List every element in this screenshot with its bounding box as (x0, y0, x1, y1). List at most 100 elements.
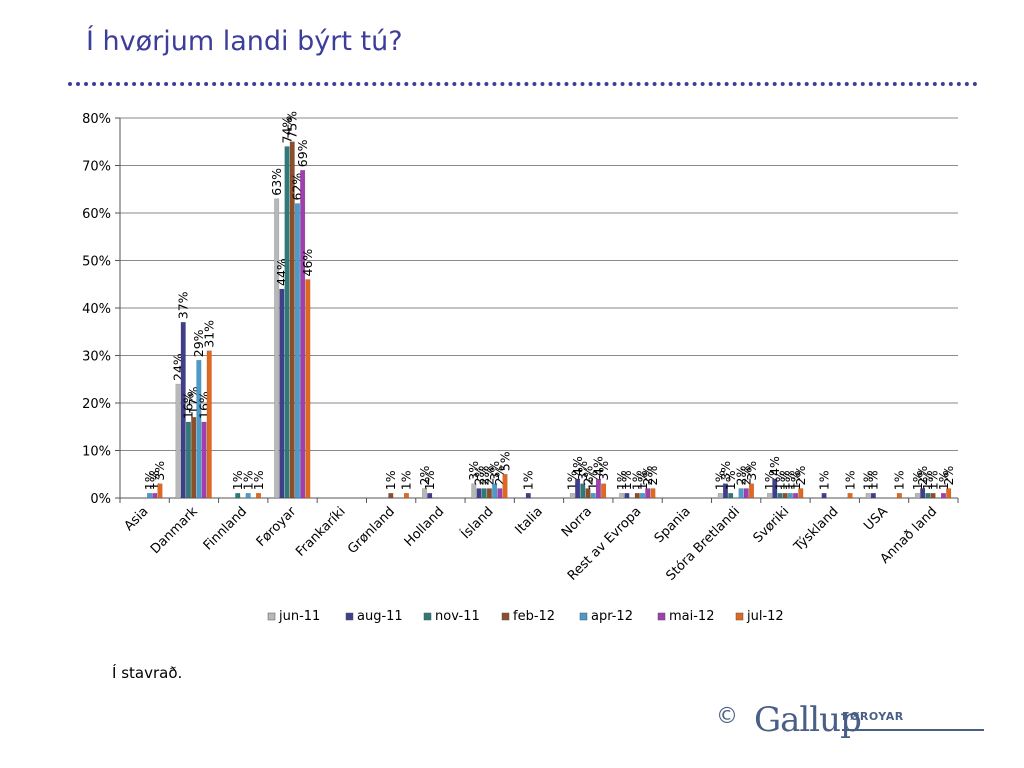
data-label: 1% (910, 470, 925, 490)
bar (180, 322, 186, 499)
legend-label: mai-12 (669, 609, 714, 624)
bar (201, 421, 207, 499)
title-divider (68, 82, 978, 86)
bar (157, 483, 163, 499)
data-label: 2% (471, 466, 486, 486)
legend-label: feb-12 (513, 609, 555, 624)
bar (782, 493, 788, 499)
bar (595, 478, 601, 499)
bar (256, 493, 262, 499)
data-label: 1% (866, 470, 881, 490)
data-label: 37% (176, 291, 191, 319)
bar (575, 478, 581, 499)
x-tick-label: Asia (122, 504, 152, 534)
bar (569, 493, 575, 499)
data-label: 1% (772, 470, 787, 490)
bar (870, 493, 876, 499)
bar (502, 474, 508, 499)
y-tick-label: 80% (82, 112, 111, 127)
brand-logo: © Gallup FØROYAR (716, 700, 996, 744)
y-tick-label: 30% (82, 350, 111, 365)
bar (639, 493, 645, 499)
x-tick-label: Spania (652, 504, 694, 546)
bar (772, 478, 778, 499)
bar (738, 488, 744, 499)
y-tick-label: 50% (82, 255, 111, 270)
bar (274, 198, 280, 499)
bar (821, 493, 827, 499)
data-label: 1% (842, 470, 857, 490)
bar (645, 488, 651, 499)
bar (427, 493, 433, 499)
data-label: 1% (619, 470, 634, 490)
legend-label: apr-12 (591, 609, 633, 624)
bar (722, 483, 728, 499)
bar (185, 421, 191, 499)
data-label: 2% (915, 466, 930, 486)
bar (777, 493, 783, 499)
bar (294, 203, 300, 499)
x-tick-label: Svøriki (751, 504, 793, 546)
data-label: 31% (202, 320, 217, 348)
footnote: Í stavrað. (112, 664, 183, 682)
data-label: 69% (295, 139, 310, 167)
x-tick-label: Føroyar (254, 504, 300, 550)
bar (896, 493, 902, 499)
legend-swatch (267, 612, 276, 621)
data-label: 29% (191, 329, 206, 357)
bar (486, 488, 492, 499)
bar (289, 141, 295, 499)
bar (279, 288, 285, 499)
data-label: 1% (936, 470, 951, 490)
y-tick-label: 60% (82, 207, 111, 222)
data-label: 3% (487, 461, 502, 481)
bar (743, 488, 749, 499)
bar (152, 493, 158, 499)
copyright-symbol: © (716, 704, 738, 729)
bar (305, 279, 311, 499)
brand-name: Gallup (754, 700, 862, 740)
data-label: 3% (718, 461, 733, 481)
x-tick-label: Grønland (345, 504, 398, 557)
data-label: 3% (466, 461, 481, 481)
x-tick-label: Italia (513, 504, 546, 537)
bar (300, 170, 306, 499)
bar (245, 493, 251, 499)
data-label: 2% (793, 466, 808, 486)
page-title: Í hvørjum landi býrt tú? (86, 26, 403, 57)
data-label: 1% (383, 470, 398, 490)
data-label: 46% (300, 249, 315, 277)
legend-swatch (423, 612, 432, 621)
bar (793, 493, 799, 499)
bar (847, 493, 853, 499)
data-label: 74% (279, 116, 294, 144)
bar (175, 383, 181, 499)
data-label: 16% (181, 391, 196, 419)
y-tick-label: 70% (82, 160, 111, 175)
bar (284, 146, 290, 499)
data-label: 2% (640, 466, 655, 486)
bar (191, 417, 197, 499)
data-label: 2% (477, 466, 492, 486)
legend-swatch (657, 612, 666, 621)
legend-swatch (735, 612, 744, 621)
x-tick-label: USA (861, 504, 891, 534)
data-label: 1% (251, 470, 266, 490)
bar (422, 488, 428, 499)
data-label: 1% (399, 470, 414, 490)
data-label: 2% (941, 466, 956, 486)
bar (634, 493, 640, 499)
data-label: 1% (816, 470, 831, 490)
legend-swatch (501, 612, 510, 621)
brand-subtitle: FØROYAR (842, 710, 904, 723)
data-label: 1% (635, 470, 650, 490)
data-label: 75% (285, 111, 300, 139)
bar (492, 483, 498, 499)
data-label: 3% (596, 461, 611, 481)
bar (590, 493, 596, 499)
bar (930, 493, 936, 499)
bar (865, 493, 871, 499)
data-label: 2% (580, 466, 595, 486)
data-label: 4% (570, 456, 585, 476)
bar (585, 488, 591, 499)
